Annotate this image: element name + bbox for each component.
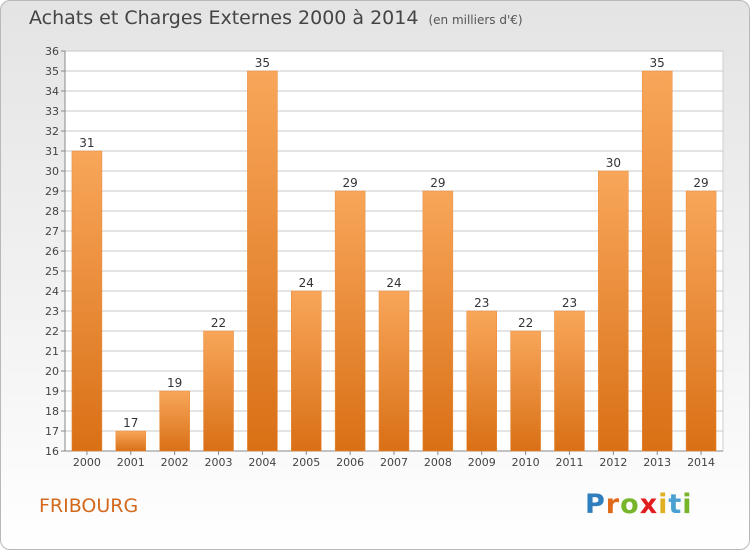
bar — [247, 70, 278, 452]
y-tick-label: 24 — [45, 285, 59, 298]
x-tick-label: 2005 — [292, 456, 320, 469]
data-label: 29 — [430, 176, 445, 190]
bar — [378, 290, 410, 452]
bar — [115, 430, 147, 452]
bar — [685, 190, 717, 452]
x-tick-label: 2004 — [248, 456, 276, 469]
brand-logo: Proxiti — [585, 489, 693, 520]
data-label: 24 — [299, 276, 314, 290]
place-name: FRIBOURG — [39, 495, 139, 517]
bar — [554, 310, 585, 452]
x-tick-label: 2013 — [643, 456, 671, 469]
data-label: 29 — [342, 176, 357, 190]
x-tick-label: 2012 — [599, 456, 627, 469]
y-tick-label: 34 — [45, 85, 59, 98]
y-tick-label: 22 — [45, 325, 59, 338]
bar — [334, 190, 366, 452]
data-label: 22 — [211, 316, 226, 330]
data-label: 31 — [79, 136, 94, 150]
bar — [641, 70, 673, 452]
y-tick-label: 26 — [45, 245, 59, 258]
y-tick-label: 20 — [45, 365, 59, 378]
bar — [291, 290, 322, 452]
data-label: 17 — [123, 416, 138, 430]
y-tick-label: 32 — [45, 125, 59, 138]
y-tick-label: 28 — [45, 205, 59, 218]
y-tick-label: 18 — [45, 405, 59, 418]
bar — [598, 170, 629, 452]
brand-letter: x — [639, 489, 659, 520]
brand-letter: o — [620, 489, 640, 520]
data-label: 22 — [518, 316, 533, 330]
title-text: Achats et Charges Externes 2000 à 2014 — [29, 7, 419, 29]
y-tick-label: 23 — [45, 305, 59, 318]
x-tick-label: 2006 — [336, 456, 364, 469]
chart-subtitle: (en milliers d'€) — [428, 13, 523, 27]
data-label: 30 — [606, 156, 621, 170]
x-tick-label: 2000 — [73, 456, 101, 469]
x-tick-label: 2011 — [555, 456, 583, 469]
y-tick-label: 25 — [45, 265, 59, 278]
y-tick-label: 31 — [45, 145, 59, 158]
brand-letter: r — [605, 489, 621, 520]
bar — [159, 390, 190, 452]
y-tick-label: 29 — [45, 185, 59, 198]
x-tick-label: 2001 — [117, 456, 145, 469]
y-tick-label: 36 — [45, 45, 59, 58]
bar — [203, 330, 234, 452]
x-tick-label: 2009 — [468, 456, 496, 469]
x-tick-label: 2010 — [512, 456, 540, 469]
y-tick-label: 35 — [45, 65, 59, 78]
data-label: 24 — [386, 276, 401, 290]
x-tick-label: 2003 — [205, 456, 233, 469]
y-tick-label: 27 — [45, 225, 59, 238]
data-label: 23 — [562, 296, 577, 310]
bar — [466, 310, 497, 452]
y-tick-label: 21 — [45, 345, 59, 358]
x-tick-label: 2002 — [161, 456, 189, 469]
brand-letter: P — [585, 489, 606, 520]
x-tick-label: 2008 — [424, 456, 452, 469]
brand-letter: t — [668, 489, 683, 520]
brand-letter: i — [658, 489, 669, 520]
y-tick-label: 17 — [45, 425, 59, 438]
x-tick-label: 2014 — [687, 456, 715, 469]
x-tick-label: 2007 — [380, 456, 408, 469]
data-label: 35 — [255, 56, 270, 70]
data-label: 29 — [693, 176, 708, 190]
chart-title: Achats et Charges Externes 2000 à 2014 (e… — [29, 7, 523, 29]
data-label: 19 — [167, 376, 182, 390]
y-tick-label: 16 — [45, 445, 59, 458]
bar — [422, 190, 454, 452]
data-label: 23 — [474, 296, 489, 310]
y-tick-label: 30 — [45, 165, 59, 178]
bar — [510, 330, 541, 452]
y-tick-label: 19 — [45, 385, 59, 398]
brand-letter: i — [682, 489, 693, 520]
bar — [71, 150, 103, 452]
y-tick-label: 33 — [45, 105, 59, 118]
data-label: 35 — [650, 56, 665, 70]
